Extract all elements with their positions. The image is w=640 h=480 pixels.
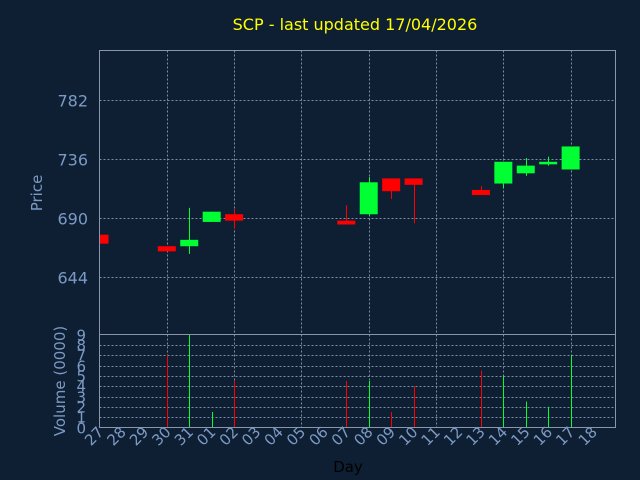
volume-tick-label: 5 [76, 368, 86, 386]
volume-tick-label: 1 [76, 409, 86, 427]
candle-body [539, 161, 558, 165]
volume-axis-title: Volume (0000) [51, 326, 69, 436]
chart-title: SCP - last updated 17/04/2026 [233, 15, 478, 34]
candle-body [99, 234, 109, 244]
volume-panel-frame [99, 334, 616, 428]
price-axis-title: Price [28, 175, 46, 212]
volume-tick-label: 9 [76, 327, 86, 345]
candle-body [382, 178, 401, 192]
volume-tick-label: 0 [76, 420, 86, 438]
volume-tick-label: 7 [76, 347, 86, 365]
candle-body [225, 214, 244, 221]
volume-tick-label: 2 [76, 399, 86, 417]
candle-body [561, 146, 580, 170]
candles [99, 146, 580, 254]
candle-body [202, 211, 221, 222]
volume-bars [167, 334, 572, 428]
price-tick-label: 644 [57, 269, 88, 288]
x-axis-title: Day [333, 458, 363, 476]
price-tick-label: 782 [57, 92, 88, 111]
candle-body [494, 161, 513, 184]
candle-body [157, 246, 176, 252]
candle-body [359, 182, 378, 215]
tick-labels: 6446907367820123456789272829303101020304… [57, 92, 600, 450]
candle-body [337, 220, 356, 225]
candle-body [516, 165, 535, 174]
candle-body [404, 178, 423, 185]
grid-layer [99, 50, 616, 428]
candle-body [471, 189, 490, 196]
volume-tick-label: 6 [76, 358, 86, 376]
price-tick-label: 690 [57, 210, 88, 229]
volume-tick-label: 8 [76, 337, 86, 355]
volume-tick-label: 3 [76, 389, 86, 407]
price-panel-frame [99, 50, 616, 335]
candle-body [180, 239, 199, 247]
volume-tick-label: 4 [76, 378, 86, 396]
price-tick-label: 736 [57, 151, 88, 170]
